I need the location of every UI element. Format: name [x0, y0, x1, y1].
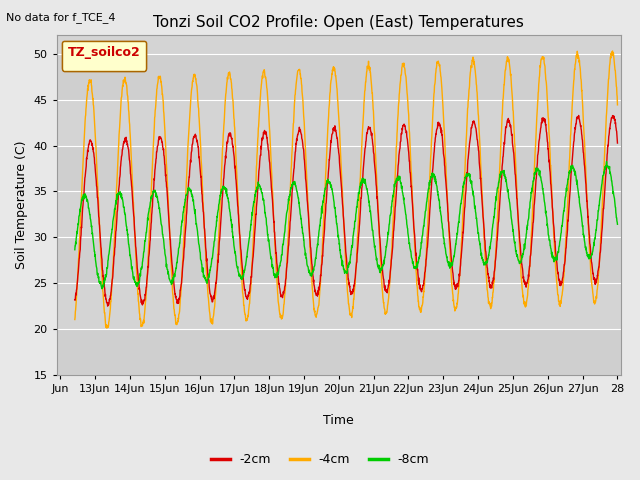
Legend: 	[62, 41, 146, 71]
Bar	[57, 145, 621, 192]
Text: No data for f_TCE_4: No data for f_TCE_4	[6, 12, 116, 23]
Bar	[57, 238, 621, 283]
Legend: -2cm, -4cm, -8cm: -2cm, -4cm, -8cm	[206, 448, 434, 471]
X-axis label: Time: Time	[323, 414, 354, 427]
Bar	[57, 54, 621, 100]
Title: Tonzi Soil CO2 Profile: Open (East) Temperatures: Tonzi Soil CO2 Profile: Open (East) Temp…	[154, 15, 524, 30]
Bar	[57, 329, 621, 375]
Y-axis label: Soil Temperature (C): Soil Temperature (C)	[15, 141, 28, 269]
